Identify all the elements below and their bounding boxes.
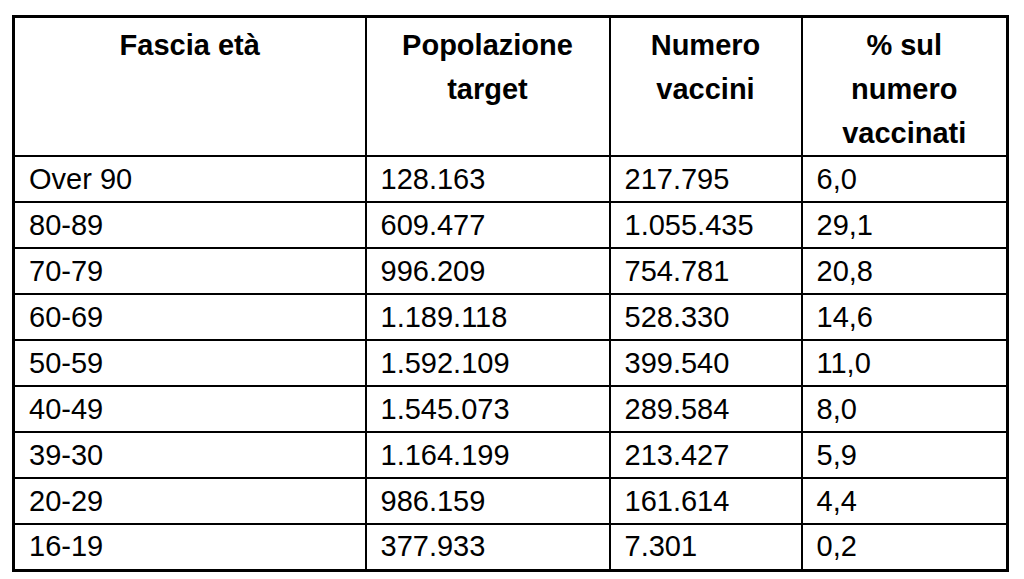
cell-pct-vaccinated: 8,0 xyxy=(802,386,1008,432)
cell-population-target: 609.477 xyxy=(366,202,610,248)
header-row: Fascia età Popolazione target Numero vac… xyxy=(14,17,1008,157)
column-header-numero-vaccini: Numero vaccini xyxy=(610,17,802,157)
cell-age-group: Over 90 xyxy=(14,156,366,202)
cell-age-group: 60-69 xyxy=(14,294,366,340)
cell-pct-vaccinated: 6,0 xyxy=(802,156,1008,202)
cell-pct-vaccinated: 4,4 xyxy=(802,478,1008,524)
table-row: Over 90 128.163 217.795 6,0 xyxy=(14,156,1008,202)
table-row: 40-49 1.545.073 289.584 8,0 xyxy=(14,386,1008,432)
column-header-popolazione-target: Popolazione target xyxy=(366,17,610,157)
cell-population-target: 1.592.109 xyxy=(366,340,610,386)
cell-age-group: 40-49 xyxy=(14,386,366,432)
column-header-pct-sul-numero-vaccinati: % sul numero vaccinati xyxy=(802,17,1008,157)
cell-age-group: 70-79 xyxy=(14,248,366,294)
cell-population-target: 1.164.199 xyxy=(366,432,610,478)
cell-pct-vaccinated: 14,6 xyxy=(802,294,1008,340)
cell-vaccine-count: 7.301 xyxy=(610,524,802,570)
cell-vaccine-count: 754.781 xyxy=(610,248,802,294)
cell-vaccine-count: 161.614 xyxy=(610,478,802,524)
cell-age-group: 80-89 xyxy=(14,202,366,248)
cell-vaccine-count: 213.427 xyxy=(610,432,802,478)
cell-vaccine-count: 1.055.435 xyxy=(610,202,802,248)
table-row: 20-29 986.159 161.614 4,4 xyxy=(14,478,1008,524)
cell-age-group: 20-29 xyxy=(14,478,366,524)
cell-population-target: 128.163 xyxy=(366,156,610,202)
cell-population-target: 1.189.118 xyxy=(366,294,610,340)
cell-vaccine-count: 528.330 xyxy=(610,294,802,340)
table-row: 39-30 1.164.199 213.427 5,9 xyxy=(14,432,1008,478)
page: Fascia età Popolazione target Numero vac… xyxy=(0,0,1024,579)
table-row: 60-69 1.189.118 528.330 14,6 xyxy=(14,294,1008,340)
cell-age-group: 39-30 xyxy=(14,432,366,478)
cell-pct-vaccinated: 20,8 xyxy=(802,248,1008,294)
vaccination-table: Fascia età Popolazione target Numero vac… xyxy=(12,15,1009,572)
cell-vaccine-count: 399.540 xyxy=(610,340,802,386)
cell-population-target: 1.545.073 xyxy=(366,386,610,432)
cell-pct-vaccinated: 0,2 xyxy=(802,524,1008,570)
cell-population-target: 377.933 xyxy=(366,524,610,570)
table-row: 50-59 1.592.109 399.540 11,0 xyxy=(14,340,1008,386)
cell-age-group: 16-19 xyxy=(14,524,366,570)
cell-pct-vaccinated: 29,1 xyxy=(802,202,1008,248)
table-row: 80-89 609.477 1.055.435 29,1 xyxy=(14,202,1008,248)
cell-pct-vaccinated: 5,9 xyxy=(802,432,1008,478)
cell-population-target: 986.159 xyxy=(366,478,610,524)
table-row: 70-79 996.209 754.781 20,8 xyxy=(14,248,1008,294)
cell-age-group: 50-59 xyxy=(14,340,366,386)
table-row: 16-19 377.933 7.301 0,2 xyxy=(14,524,1008,570)
cell-vaccine-count: 217.795 xyxy=(610,156,802,202)
column-header-fascia-eta: Fascia età xyxy=(14,17,366,157)
cell-pct-vaccinated: 11,0 xyxy=(802,340,1008,386)
cell-population-target: 996.209 xyxy=(366,248,610,294)
cell-vaccine-count: 289.584 xyxy=(610,386,802,432)
